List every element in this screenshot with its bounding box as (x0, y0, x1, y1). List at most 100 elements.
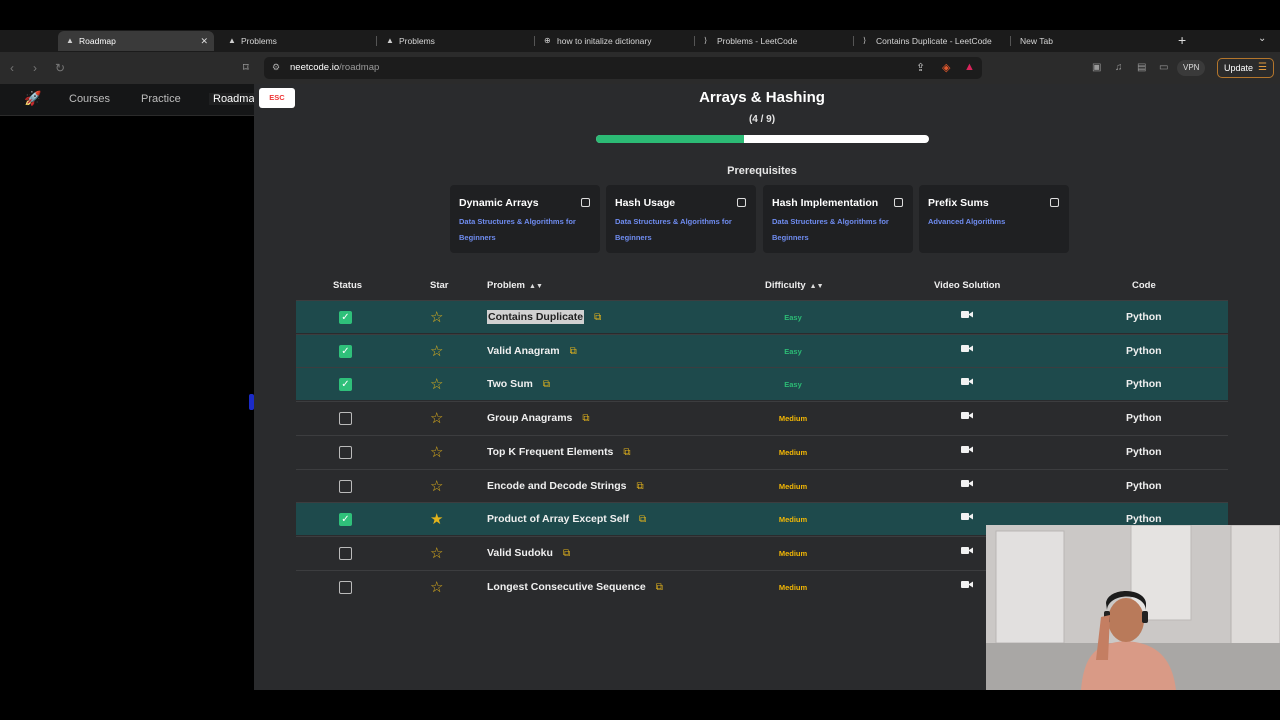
prereq-card-hash-implementation[interactable]: Hash Implementation Data Structures & Al… (763, 185, 913, 253)
problem-link[interactable]: Longest Consecutive Sequence ⧉ (487, 581, 663, 593)
video-camera-icon[interactable] (961, 479, 973, 488)
progress-bar (596, 135, 929, 143)
nav-practice[interactable]: Practice (141, 93, 181, 105)
star-icon[interactable]: ☆ (430, 309, 444, 326)
reload-button[interactable]: ↻ (55, 61, 66, 75)
video-camera-icon[interactable] (961, 445, 973, 454)
problem-link[interactable]: Contains Duplicate ⧉ (487, 310, 602, 324)
external-link-icon[interactable]: ⧉ (562, 547, 571, 559)
prereq-card-dynamic-arrays[interactable]: Dynamic Arrays Data Structures & Algorit… (450, 185, 600, 253)
video-camera-icon[interactable] (961, 546, 973, 555)
star-icon[interactable]: ☆ (430, 477, 444, 495)
status-checkbox[interactable]: ✓ (339, 378, 352, 392)
status-checkbox[interactable]: ✓ (339, 513, 352, 527)
prereq-course-link[interactable]: Data Structures & Algorithms for Beginne… (459, 217, 576, 242)
star-icon[interactable]: ☆ (430, 544, 444, 562)
external-link-icon[interactable]: ⧉ (542, 379, 551, 391)
vpn-button[interactable]: VPN (1177, 60, 1206, 76)
prereq-card-hash-usage[interactable]: Hash Usage Data Structures & Algorithms … (606, 185, 756, 253)
nav-roadmap[interactable]: Roadmap (209, 93, 265, 105)
back-button[interactable]: ‹ (10, 61, 14, 75)
neetcode-logo-icon[interactable]: 🚀 (24, 90, 42, 106)
status-checkbox[interactable] (339, 445, 352, 459)
prereq-card-prefix-sums[interactable]: Prefix Sums Advanced Algorithms (919, 185, 1069, 253)
forward-button[interactable]: › (33, 61, 37, 75)
problem-link[interactable]: Encode and Decode Strings ⧉ (487, 480, 644, 492)
modal-title: Arrays & Hashing (699, 89, 825, 106)
prereq-title: Hash Usage (615, 197, 676, 209)
prereq-checkbox[interactable] (894, 198, 903, 207)
prereq-course-link[interactable]: Data Structures & Algorithms for Beginne… (615, 217, 732, 242)
extensions-icon[interactable]: ▣ (1092, 62, 1102, 73)
esc-button[interactable]: ESC (259, 88, 295, 108)
status-checkbox[interactable] (339, 412, 352, 426)
status-checkbox[interactable] (339, 580, 352, 594)
status-checkbox[interactable] (339, 479, 352, 493)
star-icon[interactable]: ☆ (430, 410, 444, 428)
col-difficulty-sort[interactable]: Difficulty ▲▼ (765, 280, 824, 291)
problem-link[interactable]: Valid Sudoku ⧉ (487, 547, 570, 559)
external-link-icon[interactable]: ⧉ (594, 312, 602, 323)
status-checkbox[interactable]: ✓ (339, 344, 352, 358)
address-bar[interactable]: ⚙ neetcode.io/roadmap ⇪ ◈ ▲ (264, 57, 982, 79)
status-checkbox[interactable] (339, 546, 352, 560)
tab-problems-2[interactable]: ▲ Problems (378, 31, 528, 51)
star-icon[interactable]: ★ (430, 511, 444, 529)
tab-new-tab[interactable]: New Tab (1012, 31, 1162, 51)
problem-link[interactable]: Valid Anagram ⧉ (487, 345, 577, 357)
external-link-icon[interactable]: ⧉ (582, 413, 590, 425)
code-link[interactable]: Python (1126, 445, 1162, 458)
prereq-checkbox[interactable] (737, 198, 746, 207)
new-tab-button[interactable]: + (1178, 32, 1187, 48)
chevron-down-icon[interactable]: ⌄ (1258, 33, 1267, 44)
sort-icon: ▲▼ (529, 283, 543, 290)
external-link-icon[interactable]: ⧉ (623, 446, 631, 458)
code-link[interactable]: Python (1126, 479, 1162, 492)
star-icon[interactable]: ☆ (430, 578, 444, 596)
video-camera-icon[interactable] (961, 344, 973, 353)
site-settings-icon[interactable]: ⚙ (272, 62, 281, 72)
code-link[interactable]: Python (1126, 513, 1162, 526)
video-camera-icon[interactable] (961, 377, 973, 386)
bookmark-icon[interactable]: ⌑ (243, 62, 249, 74)
star-icon[interactable]: ☆ (430, 342, 444, 360)
code-link[interactable]: Python (1126, 412, 1162, 425)
external-link-icon[interactable]: ⧉ (655, 581, 663, 593)
video-camera-icon[interactable] (961, 310, 973, 319)
wallet-icon[interactable]: ▭ (1159, 62, 1169, 73)
external-link-icon[interactable]: ⧉ (636, 480, 644, 492)
star-icon[interactable]: ☆ (430, 376, 444, 394)
problem-link[interactable]: Top K Frequent Elements ⧉ (487, 446, 631, 458)
external-link-icon[interactable]: ⧉ (569, 345, 577, 357)
tab-leetcode-problems[interactable]: ⟩ Problems - LeetCode (696, 31, 848, 51)
problem-link[interactable]: Group Anagrams ⧉ (487, 412, 590, 424)
code-link[interactable]: Python (1126, 311, 1162, 323)
prereq-course-link[interactable]: Data Structures & Algorithms for Beginne… (772, 217, 889, 242)
share-icon[interactable]: ⇪ (916, 62, 926, 74)
tab-contains-duplicate[interactable]: ⟩ Contains Duplicate - LeetCode (855, 31, 1005, 51)
problem-link[interactable]: Product of Array Except Self ⧉ (487, 513, 646, 525)
prereq-course-link[interactable]: Advanced Algorithms (928, 217, 1006, 226)
star-icon[interactable]: ☆ (430, 443, 444, 461)
prereq-checkbox[interactable] (1050, 198, 1059, 207)
update-button[interactable]: Update ☰ (1217, 58, 1274, 78)
col-problem-sort[interactable]: Problem ▲▼ (487, 280, 543, 291)
close-icon[interactable]: ✕ (200, 35, 208, 46)
problem-link[interactable]: Two Sum ⧉ (487, 378, 550, 390)
video-camera-icon[interactable] (961, 512, 973, 521)
tab-problems-1[interactable]: ▲ Problems (220, 31, 370, 51)
nav-courses[interactable]: Courses (69, 93, 110, 105)
sidebar-icon[interactable]: ▤ (1137, 62, 1147, 73)
code-link[interactable]: Python (1126, 344, 1162, 357)
tab-dictionary-search[interactable]: ⊕ how to initalize dictionary (536, 31, 688, 51)
brave-shield-icon[interactable]: ◈ (942, 62, 951, 74)
tab-roadmap[interactable]: ▲ Roadmap ✕ (58, 31, 214, 51)
rewards-icon[interactable]: ▲ (964, 61, 975, 73)
code-link[interactable]: Python (1126, 378, 1162, 391)
status-checkbox[interactable]: ✓ (339, 311, 352, 324)
prereq-checkbox[interactable] (581, 198, 590, 207)
music-icon[interactable]: ♫ (1115, 62, 1123, 73)
external-link-icon[interactable]: ⧉ (638, 514, 647, 526)
video-camera-icon[interactable] (961, 411, 973, 420)
video-camera-icon[interactable] (961, 580, 973, 589)
